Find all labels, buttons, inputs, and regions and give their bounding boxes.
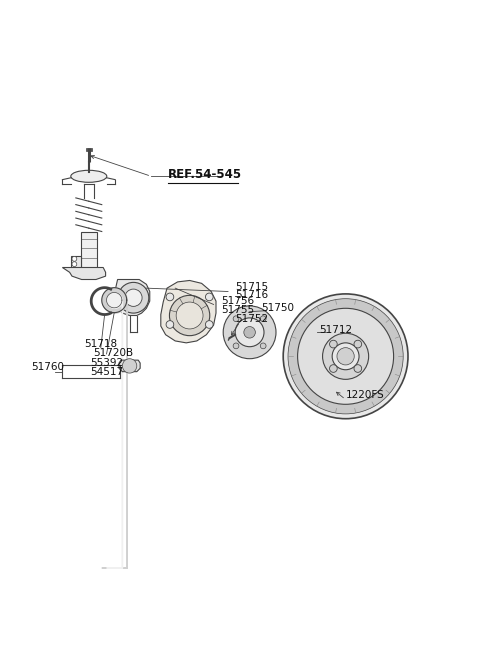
Text: 55392: 55392 [90, 358, 123, 368]
Circle shape [260, 316, 266, 322]
Polygon shape [161, 280, 216, 343]
Text: 51720B: 51720B [94, 348, 134, 358]
Circle shape [223, 306, 276, 359]
Circle shape [354, 340, 361, 348]
Circle shape [176, 302, 203, 329]
Polygon shape [115, 280, 150, 316]
Circle shape [283, 294, 408, 419]
Circle shape [354, 365, 361, 372]
Circle shape [323, 333, 369, 379]
Circle shape [330, 365, 337, 372]
Circle shape [169, 295, 210, 335]
Text: 51715: 51715 [235, 282, 268, 291]
Circle shape [205, 321, 213, 328]
Polygon shape [86, 147, 92, 151]
Text: 51750: 51750 [262, 303, 295, 313]
Circle shape [233, 316, 239, 322]
Circle shape [72, 262, 77, 267]
Polygon shape [81, 231, 97, 267]
Ellipse shape [71, 170, 107, 182]
Text: 51716: 51716 [235, 290, 268, 300]
Text: 51712: 51712 [319, 325, 352, 335]
Text: 51760: 51760 [31, 362, 64, 371]
Circle shape [166, 293, 174, 301]
Circle shape [244, 327, 255, 338]
Circle shape [288, 299, 403, 414]
Circle shape [332, 343, 359, 369]
Polygon shape [71, 255, 81, 267]
Circle shape [233, 343, 239, 348]
Circle shape [122, 359, 137, 373]
Circle shape [205, 293, 213, 301]
Circle shape [125, 289, 142, 307]
Circle shape [298, 309, 394, 404]
Text: 51756: 51756 [221, 296, 254, 306]
Circle shape [260, 343, 266, 348]
Text: 51718: 51718 [84, 339, 117, 349]
Circle shape [118, 282, 149, 313]
Circle shape [166, 321, 174, 328]
Circle shape [229, 312, 270, 352]
Circle shape [337, 348, 354, 365]
Circle shape [72, 257, 77, 261]
Text: REF.54-545: REF.54-545 [168, 168, 242, 181]
Circle shape [235, 318, 264, 346]
Text: 51752: 51752 [235, 314, 268, 324]
Polygon shape [62, 267, 106, 280]
Polygon shape [119, 360, 140, 371]
Text: 54517: 54517 [90, 367, 123, 377]
Text: 1220FS: 1220FS [346, 390, 384, 400]
Circle shape [330, 340, 337, 348]
Text: 51755: 51755 [221, 305, 254, 314]
